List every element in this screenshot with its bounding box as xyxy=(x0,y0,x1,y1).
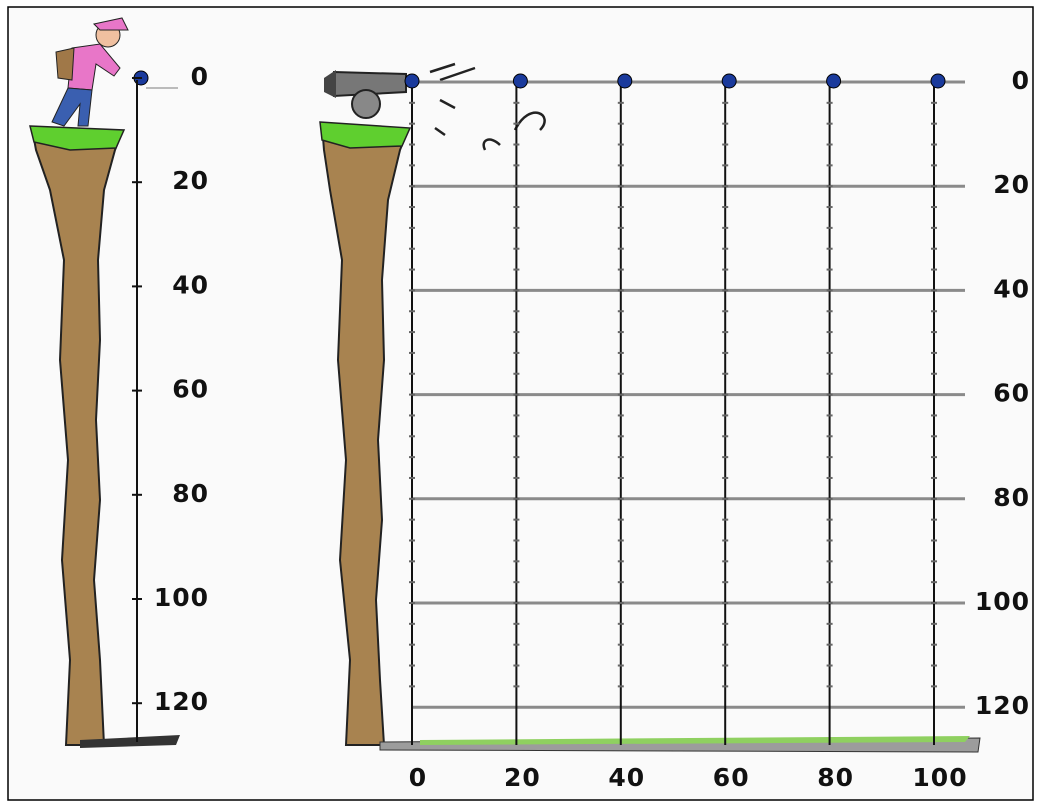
left-cliff xyxy=(29,125,180,748)
bottom-scale-label: 40 xyxy=(608,763,645,792)
bottom-scale-label: 0 xyxy=(409,763,427,792)
ball xyxy=(826,73,842,89)
right-scale-label: 120 xyxy=(975,691,1030,720)
frame xyxy=(7,6,1034,801)
bottom-scale-label: 20 xyxy=(504,763,541,792)
ball xyxy=(512,73,528,89)
right-scale-label: 0 xyxy=(1012,66,1030,95)
left-scale-label: 100 xyxy=(154,583,209,612)
left-scale-label: 60 xyxy=(172,375,209,404)
right-scale-label: 40 xyxy=(993,274,1030,303)
bottom-scale-label: 80 xyxy=(817,763,854,792)
cannon xyxy=(324,62,546,151)
right-scale-label: 100 xyxy=(975,587,1030,616)
bottom-scale-label: 100 xyxy=(912,763,967,792)
left-scale-label: 20 xyxy=(172,166,209,195)
right-scale-label: 60 xyxy=(993,379,1030,408)
right-scale-label: 80 xyxy=(993,483,1030,512)
left-scale-label: 0 xyxy=(191,62,209,91)
right-scale-label: 20 xyxy=(993,170,1030,199)
left-scale-label: 120 xyxy=(154,687,209,716)
left-scale-label: 40 xyxy=(172,270,209,299)
ball xyxy=(617,73,633,89)
left-scale-label: 80 xyxy=(172,479,209,508)
ball xyxy=(930,73,946,89)
man xyxy=(51,17,129,127)
ball xyxy=(721,73,737,89)
bottom-scale-label: 60 xyxy=(713,763,750,792)
ball xyxy=(404,73,420,89)
